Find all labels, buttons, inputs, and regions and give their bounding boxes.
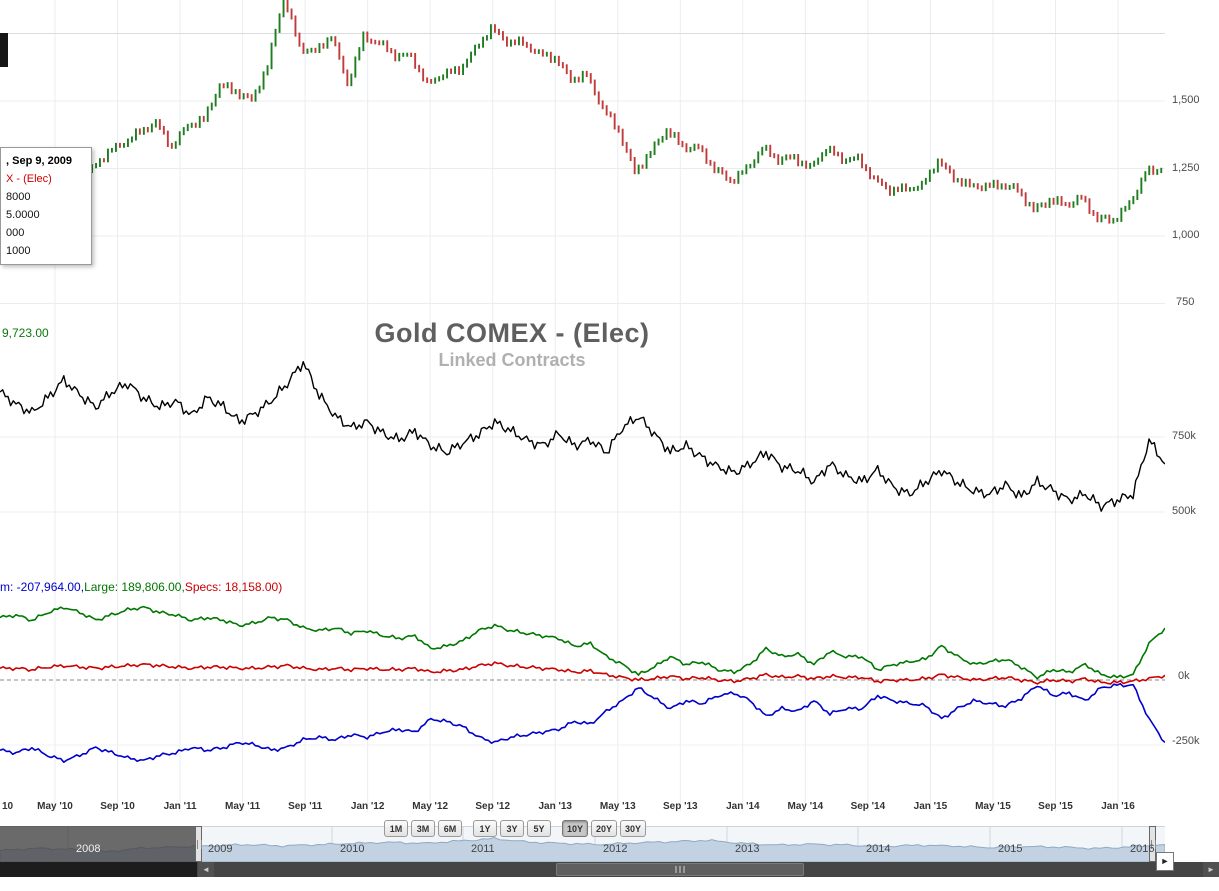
price-candlestick-chart[interactable] xyxy=(0,0,1165,315)
range-selector: 1M 3M 6M 1Y 3Y 5Y 10Y 20Y 30Y xyxy=(384,820,647,837)
tooltip-date: , Sep 9, 2009 xyxy=(6,155,73,167)
range-button-20y[interactable]: 20Y xyxy=(591,820,618,837)
range-button-30y[interactable]: 30Y xyxy=(620,820,647,837)
x-axis-label: Sep '10 xyxy=(100,801,135,812)
navigator-left-handle[interactable] xyxy=(195,826,202,862)
range-button-3y[interactable]: 3Y xyxy=(500,820,524,837)
x-axis-label: 10 xyxy=(2,801,14,812)
cot-lines-chart[interactable] xyxy=(0,595,1165,795)
range-button-6m[interactable]: 6M xyxy=(438,820,462,837)
tooltip-value: 8000 xyxy=(6,191,31,203)
x-axis-label: Jan '16 xyxy=(1101,801,1135,812)
range-button-1y[interactable]: 1Y xyxy=(473,820,497,837)
open-interest-line-chart[interactable] xyxy=(0,355,1165,535)
y-axis-label: 1,000 xyxy=(1172,229,1200,241)
navigator-year-label: 2013 xyxy=(735,843,760,855)
navigator-year-label: 2011 xyxy=(471,843,495,855)
cot-legend-large: Large: 189,806.00, xyxy=(84,580,185,594)
navigator-year-label: 2008 xyxy=(76,843,101,855)
x-axis-label: May '10 xyxy=(37,801,73,812)
y-axis-label: 1,250 xyxy=(1172,162,1200,174)
range-button-10y[interactable]: 10Y xyxy=(562,820,589,837)
y-axis-label: 750k xyxy=(1172,430,1196,442)
scrollbar-right-arrow-icon[interactable]: ► xyxy=(1203,862,1219,877)
range-button-1m[interactable]: 1M xyxy=(384,820,408,837)
y-axis-label: 0k xyxy=(1178,670,1190,682)
x-axis-label: Sep '13 xyxy=(662,801,698,812)
x-axis-label: May '14 xyxy=(787,801,824,812)
crosshair-tooltip: , Sep 9, 2009 X - (Elec) 8000 5.0000 000… xyxy=(0,147,92,265)
x-axis-label: Jan '15 xyxy=(913,801,948,812)
range-button-3m[interactable]: 3M xyxy=(411,820,435,837)
cot-legend: m: -207,964.00,Large: 189,806.00,Specs: … xyxy=(0,580,282,594)
navigator-year-label: 2010 xyxy=(340,843,365,855)
x-axis: 10 May '10 Sep '10 Jan '11 May '11 Sep '11 Jan… xyxy=(0,801,1165,815)
scrollbar-grip xyxy=(675,866,677,873)
scrollbar-grip xyxy=(683,866,685,873)
navigator-year-label: 2016 xyxy=(1130,843,1155,855)
cot-legend-comm: m: -207,964.00, xyxy=(0,580,85,594)
x-axis-label: May '13 xyxy=(599,801,636,812)
scrollbar-grip xyxy=(679,866,681,873)
tooltip-series: X - (Elec) xyxy=(6,173,52,185)
x-axis-label: May '12 xyxy=(412,801,449,812)
navigator-year-label: 2014 xyxy=(866,843,891,855)
navigator-right-handle[interactable] xyxy=(1149,826,1156,862)
cot-legend-specs: Specs: 18,158.00) xyxy=(184,580,283,594)
navigator-unselected-region[interactable] xyxy=(0,826,197,862)
scrollbar-dark-segment xyxy=(0,862,197,877)
x-axis-label: Sep '15 xyxy=(1038,801,1073,812)
x-axis-label: Sep '11 xyxy=(288,801,323,812)
scrollbar-left-arrow-icon[interactable]: ◄ xyxy=(198,862,214,877)
x-axis-label: Jan '14 xyxy=(726,801,760,812)
left-edge-fragment xyxy=(0,33,8,67)
open-interest-value-label: 9,723.00 xyxy=(2,326,49,340)
navigator-year-label: 2012 xyxy=(603,843,628,855)
x-axis-label: Sep '12 xyxy=(475,801,511,812)
navigator-year-label: 2009 xyxy=(208,843,233,855)
y-axis-label: 750 xyxy=(1176,296,1195,308)
gridlines xyxy=(0,0,1165,812)
tooltip-value: 1000 xyxy=(6,245,31,257)
y-axis-label: 500k xyxy=(1172,505,1196,517)
x-axis-label: Jan '11 xyxy=(163,801,197,812)
x-axis-label: Sep '14 xyxy=(850,801,886,812)
y-axis-label: -250k xyxy=(1172,735,1200,747)
y-axis-label: 1,500 xyxy=(1172,94,1200,106)
chart-title: Gold COMEX - (Elec) xyxy=(374,318,650,348)
x-axis-label: May '15 xyxy=(975,801,1011,812)
tooltip-value: 000 xyxy=(6,227,25,239)
x-axis-label: Jan '13 xyxy=(538,801,572,812)
x-axis-label: May '11 xyxy=(224,801,261,812)
chart-subtitle: Linked Contracts xyxy=(438,350,586,370)
range-button-5y[interactable]: 5Y xyxy=(527,820,551,837)
tooltip-value: 5.0000 xyxy=(6,209,40,221)
navigator-scroll-right-button[interactable]: ► xyxy=(1156,852,1174,871)
navigator-year-label: 2015 xyxy=(998,843,1023,855)
scrollbar-thumb[interactable] xyxy=(556,863,804,876)
x-axis-label: Jan '12 xyxy=(350,801,385,812)
